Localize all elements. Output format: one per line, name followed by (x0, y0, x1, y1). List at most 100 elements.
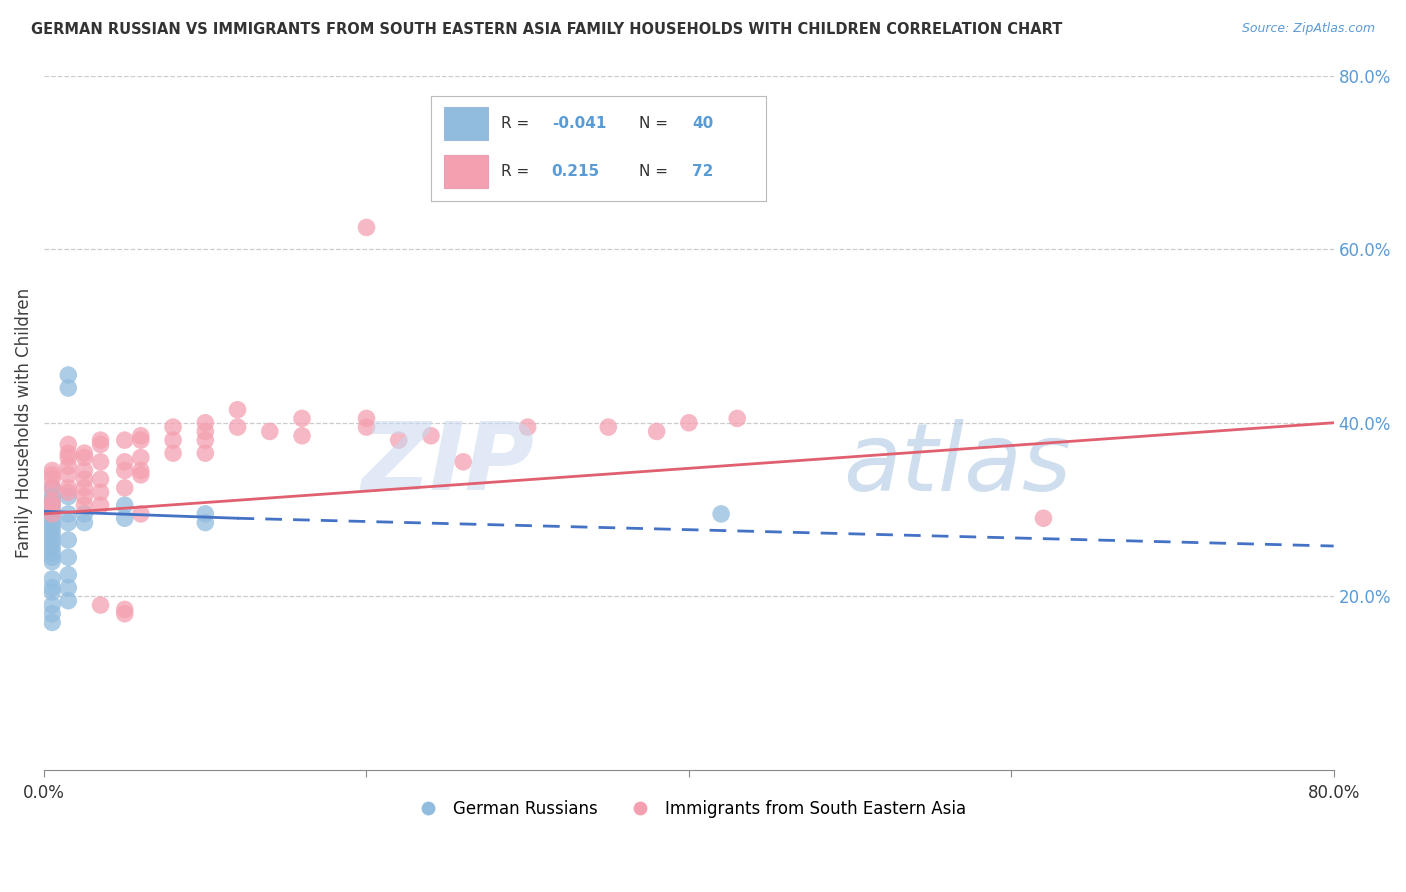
Point (73, 450, 96, 465)
Point (58, 446, 80, 460)
Point (162, 420, 184, 434)
Point (645, 425, 668, 439)
Text: GERMAN RUSSIAN VS IMMIGRANTS FROM SOUTH EASTERN ASIA FAMILY HOUSEHOLDS WITH CHIL: GERMAN RUSSIAN VS IMMIGRANTS FROM SOUTH … (31, 22, 1063, 37)
Point (41, 537, 63, 551)
Point (451, 455, 474, 469)
Point (41, 494, 63, 508)
Point (73, 507, 96, 521)
Point (58, 467, 80, 482)
Point (58, 507, 80, 521)
Point (58, 368, 80, 382)
Legend: German Russians, Immigrants from South Eastern Asia: German Russians, Immigrants from South E… (405, 793, 973, 824)
Point (41, 507, 63, 521)
Point (58, 437, 80, 451)
Point (226, 402, 249, 417)
Point (41, 541, 63, 556)
Point (41, 507, 63, 521)
Point (58, 481, 80, 495)
Point (129, 463, 152, 477)
Point (89, 498, 111, 512)
Point (41, 585, 63, 599)
Point (58, 450, 80, 465)
Point (678, 416, 700, 430)
Point (194, 516, 217, 530)
Point (129, 429, 152, 443)
Point (58, 459, 80, 474)
Point (41, 467, 63, 482)
Point (291, 411, 314, 425)
Point (89, 598, 111, 612)
Point (114, 607, 136, 621)
Point (114, 602, 136, 616)
Point (162, 433, 184, 447)
Text: ZIP: ZIP (361, 418, 534, 510)
Point (89, 455, 111, 469)
Point (73, 472, 96, 486)
Point (73, 446, 96, 460)
Point (114, 455, 136, 469)
Point (194, 446, 217, 460)
Point (194, 507, 217, 521)
Point (420, 429, 443, 443)
Point (89, 437, 111, 451)
Point (226, 420, 249, 434)
Point (194, 416, 217, 430)
Point (41, 581, 63, 595)
Point (58, 490, 80, 504)
Point (73, 498, 96, 512)
Point (114, 511, 136, 525)
Point (73, 463, 96, 477)
Point (259, 425, 281, 439)
Point (41, 572, 63, 586)
Point (114, 433, 136, 447)
Point (114, 481, 136, 495)
Point (41, 550, 63, 565)
Point (58, 533, 80, 547)
Point (58, 550, 80, 565)
Point (41, 490, 63, 504)
Point (291, 429, 314, 443)
Point (356, 220, 378, 235)
Point (41, 494, 63, 508)
Point (444, 138, 467, 153)
Point (41, 555, 63, 569)
Point (41, 472, 63, 486)
Point (41, 516, 63, 530)
Point (89, 472, 111, 486)
Point (41, 524, 63, 539)
Point (41, 533, 63, 547)
Point (516, 420, 538, 434)
Point (129, 450, 152, 465)
Point (73, 516, 96, 530)
Point (41, 511, 63, 525)
Point (58, 381, 80, 395)
Point (356, 411, 378, 425)
Point (41, 546, 63, 560)
Point (194, 433, 217, 447)
Point (41, 607, 63, 621)
Point (73, 490, 96, 504)
Point (73, 481, 96, 495)
Point (58, 485, 80, 500)
Point (58, 516, 80, 530)
Point (41, 463, 63, 477)
Text: atlas: atlas (844, 419, 1071, 510)
Point (388, 433, 411, 447)
Point (598, 420, 620, 434)
Point (89, 485, 111, 500)
Point (356, 420, 378, 434)
Point (41, 481, 63, 495)
Point (58, 567, 80, 582)
Point (89, 433, 111, 447)
Point (710, 507, 733, 521)
Point (114, 498, 136, 512)
Text: Source: ZipAtlas.com: Source: ZipAtlas.com (1241, 22, 1375, 36)
Point (129, 507, 152, 521)
Point (41, 498, 63, 512)
Point (41, 481, 63, 495)
Point (725, 411, 748, 425)
Point (41, 615, 63, 630)
Point (129, 433, 152, 447)
Point (41, 502, 63, 516)
Point (41, 498, 63, 512)
